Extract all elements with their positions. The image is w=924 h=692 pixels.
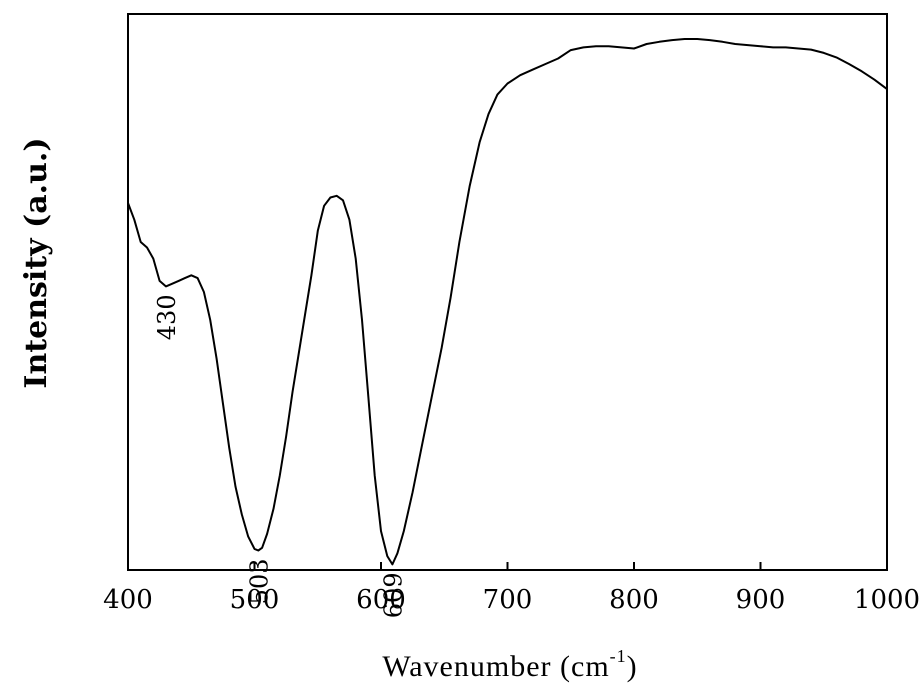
- peak-label-503: 503: [245, 559, 273, 605]
- x-tick-label: 1000: [854, 585, 920, 615]
- peak-annotations: 430 503 609: [153, 294, 408, 618]
- x-axis-title: Wavenumber (cm-1): [382, 646, 637, 683]
- x-tick-label: 600: [356, 585, 406, 615]
- x-axis-tick-labels: 400 500 600 700 800 900 1000: [103, 585, 920, 615]
- x-tick-label: 500: [230, 585, 280, 615]
- peak-label-430: 430: [153, 294, 181, 340]
- x-tick-label: 900: [736, 585, 786, 615]
- x-tick-label: 400: [103, 585, 153, 615]
- peak-label-609: 609: [379, 572, 407, 618]
- x-tick-label: 800: [609, 585, 659, 615]
- plot-frame: [127, 13, 888, 571]
- y-axis-title: Intensity (a.u.): [19, 137, 54, 388]
- x-tick-label: 700: [483, 585, 533, 615]
- x-axis-ticks: [253, 562, 762, 570]
- spectrum-line: [127, 38, 888, 566]
